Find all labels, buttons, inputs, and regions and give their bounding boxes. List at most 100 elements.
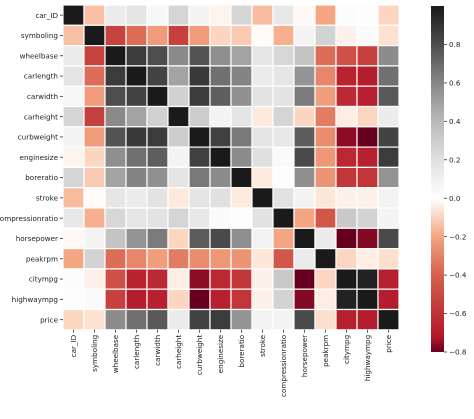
heatmap-cell-stroke-price	[377, 187, 400, 209]
x-tick-label-enginesize: enginesize	[216, 334, 225, 373]
heatmap-cell-peakrpm-symboling	[83, 248, 106, 270]
heatmap-cell-citympg-symboling	[83, 268, 106, 290]
x-tick-label-wheelbase: wheelbase	[111, 334, 120, 373]
y-axis-labels: car_ID symboling wheelbase carlength carwidt…	[0, 11, 63, 324]
heatmap-cell-enginesize-stroke	[251, 146, 274, 169]
heatmap-cell-horsepower-boreratio	[230, 227, 253, 250]
heatmap-cell-boreratio-price	[377, 166, 400, 189]
heatmap-cell-peakrpm-boreratio	[230, 248, 253, 270]
heatmap-cell-highwaympg-price	[377, 288, 400, 311]
heatmap-cell-stroke-car_ID	[62, 187, 85, 209]
heatmap-cell-price-compressionratio	[272, 308, 295, 331]
heatmap-cell-symboling-citympg	[335, 24, 358, 47]
heatmap-cell-carwidth-stroke	[251, 85, 274, 108]
heatmap-cell-carlength-boreratio	[230, 65, 253, 87]
heatmap-cell-curbweight-symboling	[83, 126, 106, 148]
heatmap-cell-horsepower-peakrpm	[314, 227, 337, 250]
heatmap-cell-price-wheelbase	[104, 308, 127, 331]
heatmap-cell-enginesize-boreratio	[230, 146, 253, 169]
x-tick-label-symboling: symboling	[90, 335, 99, 372]
x-tick-label-peakrpm: peakrpm	[321, 335, 330, 367]
heatmap-cell-symboling-boreratio	[230, 24, 253, 47]
heatmap-cell-peakrpm-compressionratio	[272, 248, 295, 270]
heatmap-cell-citympg-highwaympg	[356, 268, 379, 290]
heatmap-cell-price-horsepower	[293, 308, 316, 331]
y-tick-label-carheight: carheight	[24, 112, 58, 121]
heatmap-cell-symboling-price	[377, 24, 400, 47]
colorbar	[431, 6, 444, 352]
x-tick-label-carlength: carlength	[132, 335, 141, 369]
heatmap-cell-compressionratio-enginesize	[209, 207, 232, 229]
heatmap-cell-carheight-stroke	[251, 105, 274, 128]
heatmap-cell-enginesize-carheight	[167, 146, 190, 169]
heatmap-cell-car_ID-carwidth	[146, 4, 169, 26]
colorbar-tick-label: −0.2	[449, 232, 466, 241]
heatmap-cell-curbweight-compressionratio	[272, 126, 295, 148]
heatmap-cell-car_ID-carheight	[167, 4, 190, 26]
heatmap-cell-wheelbase-enginesize	[209, 44, 232, 67]
heatmap-cell-curbweight-enginesize	[209, 126, 232, 148]
heatmap-cell-peakrpm-citympg	[335, 248, 358, 270]
heatmap-cell-carlength-stroke	[251, 65, 274, 87]
heatmap-cell-enginesize-citympg	[335, 146, 358, 169]
heatmap-cell-citympg-compressionratio	[272, 268, 295, 290]
heatmap-cell-compressionratio-symboling	[83, 207, 106, 229]
heatmap-cell-stroke-carheight	[167, 187, 190, 209]
heatmap-cell-curbweight-highwaympg	[356, 126, 379, 148]
colorbar-tick-label: 0.2	[449, 155, 460, 164]
heatmap-cell-car_ID-carlength	[125, 4, 148, 26]
heatmap-cell-peakrpm-price	[377, 248, 400, 270]
y-tick-label-stroke: stroke	[36, 193, 59, 202]
heatmap-cell-stroke-carlength	[125, 187, 148, 209]
heatmap-cell-wheelbase-compressionratio	[272, 44, 295, 67]
heatmap-cell-carwidth-curbweight	[188, 85, 211, 108]
colorbar-tick-label: 0.0	[449, 194, 461, 203]
heatmap-cell-stroke-citympg	[335, 187, 358, 209]
heatmap-cell-price-price	[377, 308, 400, 331]
heatmap-cell-wheelbase-carlength	[125, 44, 148, 67]
heatmap-cell-carwidth-car_ID	[62, 85, 85, 108]
heatmap-cell-curbweight-carheight	[167, 126, 190, 148]
heatmap-cell-horsepower-horsepower	[293, 227, 316, 250]
heatmap-cell-peakrpm-highwaympg	[356, 248, 379, 270]
heatmap-cell-compressionratio-wheelbase	[104, 207, 127, 229]
x-tick-label-compressionratio: compressionratio	[279, 335, 288, 397]
heatmap-cell-highwaympg-peakrpm	[314, 288, 337, 311]
heatmap-cell-citympg-carwidth	[146, 268, 169, 290]
heatmap-cell-enginesize-highwaympg	[356, 146, 379, 169]
heatmap-cell-peakrpm-peakrpm	[314, 248, 337, 270]
heatmap-cell-carheight-compressionratio	[272, 105, 295, 128]
heatmap-cell-compressionratio-price	[377, 207, 400, 229]
heatmap-cell-stroke-compressionratio	[272, 187, 295, 209]
colorbar-tick-label: 0.8	[449, 40, 461, 49]
heatmap-cell-carheight-price	[377, 105, 400, 128]
heatmap-cell-curbweight-wheelbase	[104, 126, 127, 148]
heatmap-cell-boreratio-curbweight	[188, 166, 211, 189]
heatmap-cell-compressionratio-boreratio	[230, 207, 253, 229]
heatmap-cell-boreratio-compressionratio	[272, 166, 295, 189]
heatmap-cell-price-carlength	[125, 308, 148, 331]
heatmap-cell-carheight-boreratio	[230, 105, 253, 128]
y-tick-label-enginesize: enginesize	[20, 153, 59, 162]
heatmap-cell-compressionratio-carheight	[167, 207, 190, 229]
heatmap-cell-curbweight-stroke	[251, 126, 274, 148]
heatmap-cell-car_ID-stroke	[251, 4, 274, 26]
heatmap-cell-horsepower-wheelbase	[104, 227, 127, 250]
heatmap-cell-curbweight-price	[377, 126, 400, 148]
heatmap-cells	[62, 4, 400, 331]
heatmap-cell-enginesize-compressionratio	[272, 146, 295, 169]
heatmap-cell-stroke-peakrpm	[314, 187, 337, 209]
heatmap-cell-price-carwidth	[146, 308, 169, 331]
heatmap-cell-boreratio-carheight	[167, 166, 190, 189]
heatmap-cell-highwaympg-citympg	[335, 288, 358, 311]
heatmap-cell-wheelbase-horsepower	[293, 44, 316, 67]
heatmap-cell-curbweight-peakrpm	[314, 126, 337, 148]
heatmap-cell-carheight-carlength	[125, 105, 148, 128]
heatmap-cell-carheight-wheelbase	[104, 105, 127, 128]
heatmap-cell-citympg-wheelbase	[104, 268, 127, 290]
heatmap-cell-horsepower-compressionratio	[272, 227, 295, 250]
heatmap-cell-stroke-enginesize	[209, 187, 232, 209]
heatmap-cell-highwaympg-enginesize	[209, 288, 232, 311]
y-tick-label-horsepower: horsepower	[16, 234, 58, 243]
heatmap-cell-carwidth-compressionratio	[272, 85, 295, 108]
